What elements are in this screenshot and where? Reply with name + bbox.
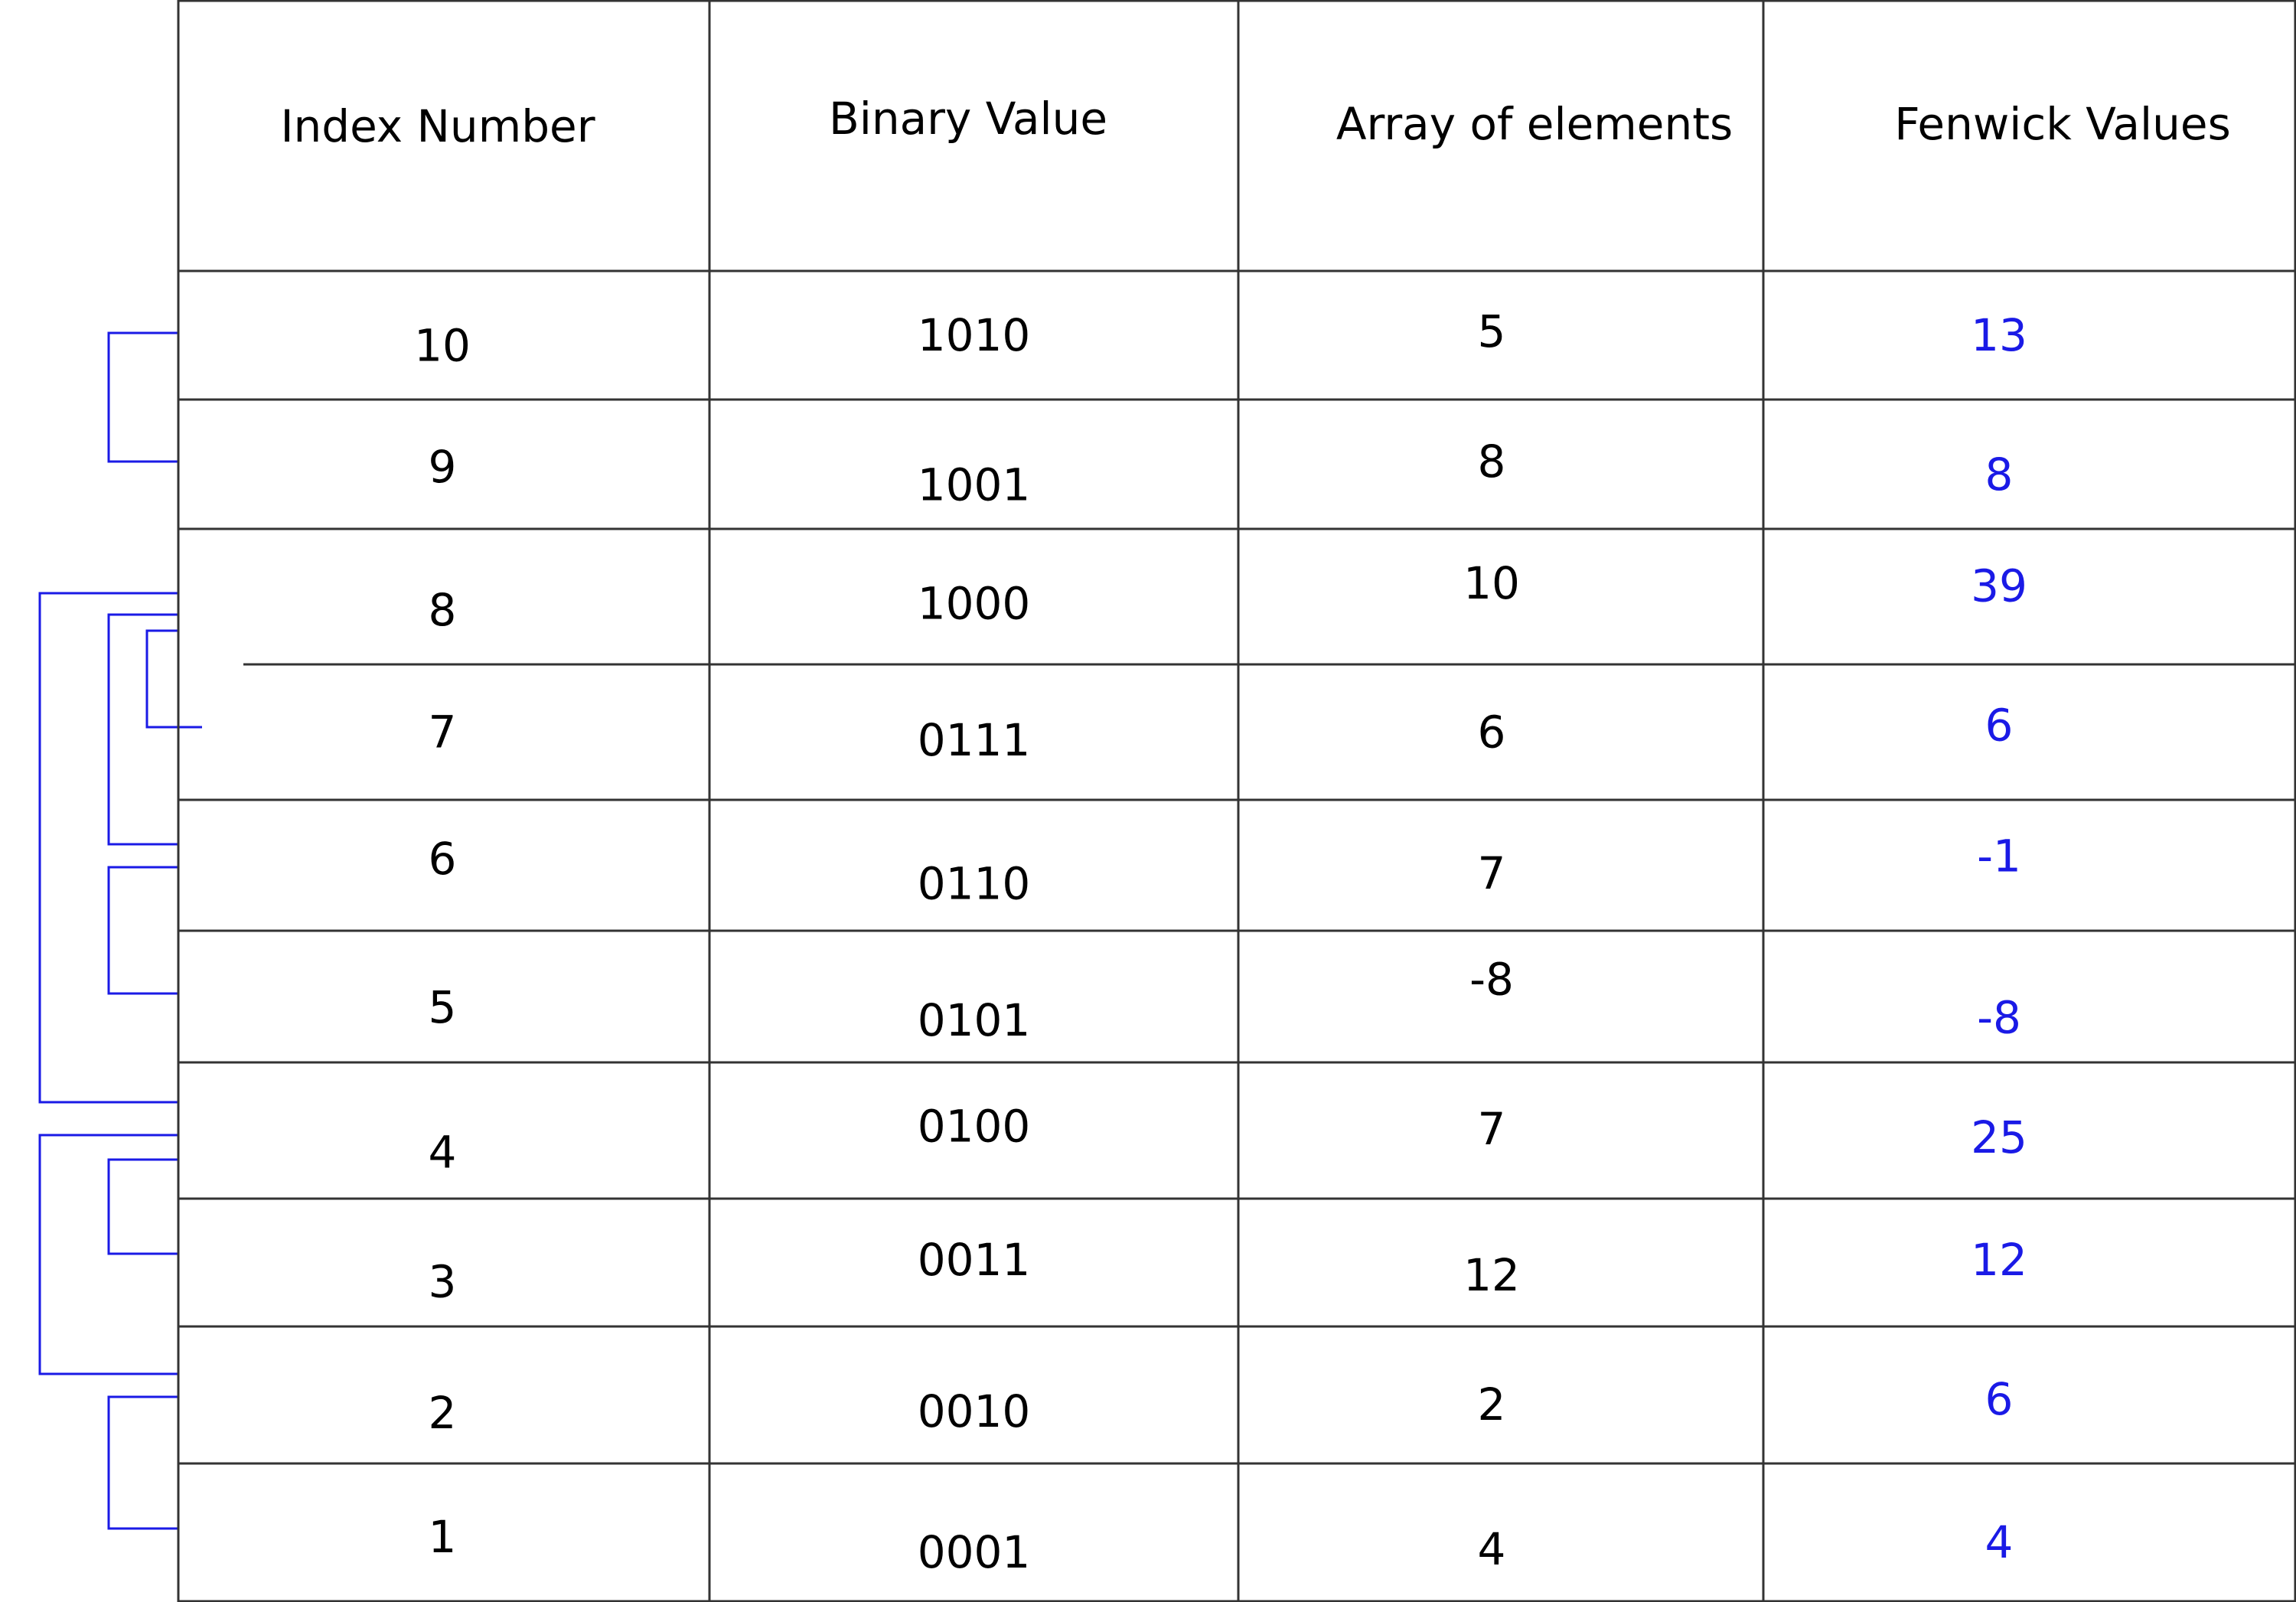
cell-element: 2 <box>1478 1379 1506 1431</box>
cell-fenwick: 4 <box>1985 1516 2014 1568</box>
table-grid <box>177 0 2296 1602</box>
cell-fenwick: 13 <box>1971 309 2027 361</box>
header-binary-value: Binary Value <box>829 93 1107 145</box>
cell-index: 5 <box>429 981 457 1033</box>
range-bracket <box>38 1134 178 1375</box>
table-row: 5 0101 -8 -8 <box>429 954 2021 1046</box>
cell-fenwick: -8 <box>1977 992 2021 1044</box>
cell-element: 7 <box>1478 1103 1506 1155</box>
cell-element: 8 <box>1478 436 1506 488</box>
cell-index: 4 <box>429 1126 457 1178</box>
cell-binary: 0001 <box>918 1526 1031 1578</box>
cell-index: 3 <box>429 1256 457 1308</box>
cell-binary: 0011 <box>918 1234 1031 1286</box>
range-bracket <box>107 866 178 995</box>
cell-binary: 1010 <box>918 309 1031 361</box>
cell-element: 12 <box>1463 1249 1520 1301</box>
cell-index: 1 <box>429 1511 457 1563</box>
range-bracket <box>107 331 178 463</box>
table-row: 8 1000 10 39 <box>429 557 2027 636</box>
cell-element: -8 <box>1469 954 1514 1006</box>
table-row: 6 0110 7 -1 <box>429 830 2021 910</box>
cell-fenwick: -1 <box>1977 830 2021 883</box>
cell-fenwick: 12 <box>1971 1234 2027 1286</box>
cell-index: 2 <box>429 1387 457 1439</box>
cell-index: 6 <box>429 833 457 885</box>
cell-binary: 0100 <box>918 1101 1031 1153</box>
cell-binary: 0101 <box>918 994 1031 1046</box>
table-row: 9 1001 8 8 <box>429 436 2014 511</box>
table-row: 1 0001 4 4 <box>429 1511 2014 1578</box>
range-bracket <box>107 613 178 846</box>
range-bracket <box>107 1158 178 1255</box>
header-row: Index Number Binary Value Array of eleme… <box>280 93 2230 152</box>
table-row: 10 1010 5 13 <box>414 305 2027 371</box>
cell-binary: 0010 <box>918 1385 1031 1437</box>
table-row: 7 0111 6 6 <box>429 700 2014 766</box>
range-bracket <box>38 592 178 1104</box>
cell-element: 10 <box>1463 557 1520 609</box>
cell-binary: 0110 <box>918 857 1031 909</box>
cell-fenwick: 39 <box>1971 560 2027 612</box>
cell-fenwick: 25 <box>1971 1111 2027 1163</box>
header-fenwick-values: Fenwick Values <box>1894 98 2231 150</box>
cell-element: 7 <box>1478 847 1506 899</box>
table-body: 10 1010 5 139 1001 8 88 1000 10 397 0111 6 66 0110 7 -1… <box>414 305 2027 1578</box>
cell-fenwick: 6 <box>1985 1373 2014 1425</box>
table-row: 3 0011 12 12 <box>429 1234 2027 1307</box>
cell-element: 6 <box>1478 706 1506 759</box>
cell-binary: 0111 <box>918 714 1031 766</box>
range-bracket <box>107 1395 178 1530</box>
cell-index: 10 <box>414 319 471 371</box>
cell-index: 8 <box>429 584 457 636</box>
header-index-number: Index Number <box>280 100 595 152</box>
range-bracket <box>145 629 202 729</box>
cell-fenwick: 6 <box>1985 700 2014 752</box>
cell-binary: 1000 <box>918 577 1031 629</box>
table-row: 4 0100 7 25 <box>429 1101 2027 1179</box>
cell-element: 5 <box>1478 305 1506 357</box>
cell-fenwick: 8 <box>1985 449 2014 501</box>
table-row: 2 0010 2 6 <box>429 1373 2014 1439</box>
cell-index: 7 <box>429 706 457 759</box>
cell-element: 4 <box>1478 1523 1506 1575</box>
range-brackets <box>38 331 202 1530</box>
header-array-of-elements: Array of elements <box>1336 98 1733 150</box>
cell-binary: 1001 <box>918 459 1031 511</box>
cell-index: 9 <box>429 441 457 493</box>
